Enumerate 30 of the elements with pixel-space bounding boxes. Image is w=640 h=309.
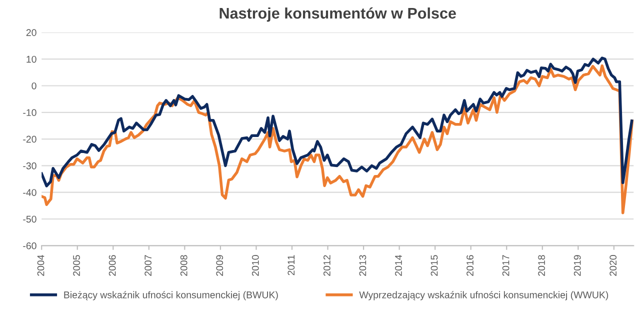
x-tick-label: 2013 <box>359 255 366 276</box>
x-tick-label: 2005 <box>73 255 80 276</box>
x-tick-label: 2015 <box>430 255 438 276</box>
y-tick-label: 20 <box>26 29 36 36</box>
y-tick-label: -20 <box>23 136 36 143</box>
line-series <box>42 56 634 188</box>
y-tick-label: 10 <box>26 56 36 63</box>
y-tick-label: -30 <box>23 162 36 170</box>
x-tick-label: 2004 <box>37 254 44 276</box>
y-tick-label: -50 <box>23 216 36 223</box>
x-tick-label: 2010 <box>252 255 259 276</box>
x-tick-label: 2007 <box>144 255 152 276</box>
x-tick-label: 2018 <box>538 255 545 276</box>
x-tick-label: 2009 <box>216 255 224 276</box>
y-tick-label: -10 <box>23 109 36 116</box>
x-tick-label: 2011 <box>288 255 295 276</box>
x-tick-label: 2017 <box>502 255 510 276</box>
chart-title: Nastroje konsumentów w Polsce <box>220 7 456 22</box>
legend-label: Wyprzedzający wskaźnik ufności konsumenckiej (WWUK) <box>359 291 608 300</box>
y-tick-label: 0 <box>32 82 36 90</box>
x-tick-label: 2012 <box>323 255 330 276</box>
x-tick-label: 2019 <box>574 255 581 276</box>
x-tick-label: 2008 <box>180 255 188 276</box>
y-tick-label: -40 <box>23 189 36 196</box>
x-tick-label: 2016 <box>466 255 474 276</box>
x-tick-label: 2020 <box>610 255 617 276</box>
x-tick-label: 2006 <box>108 255 116 276</box>
legend-label: Bieżący wskaźnik ufności konsumenckiej (BWUK) <box>64 291 278 300</box>
x-tick-label: 2014 <box>395 254 402 276</box>
y-tick-label: -60 <box>23 242 36 250</box>
